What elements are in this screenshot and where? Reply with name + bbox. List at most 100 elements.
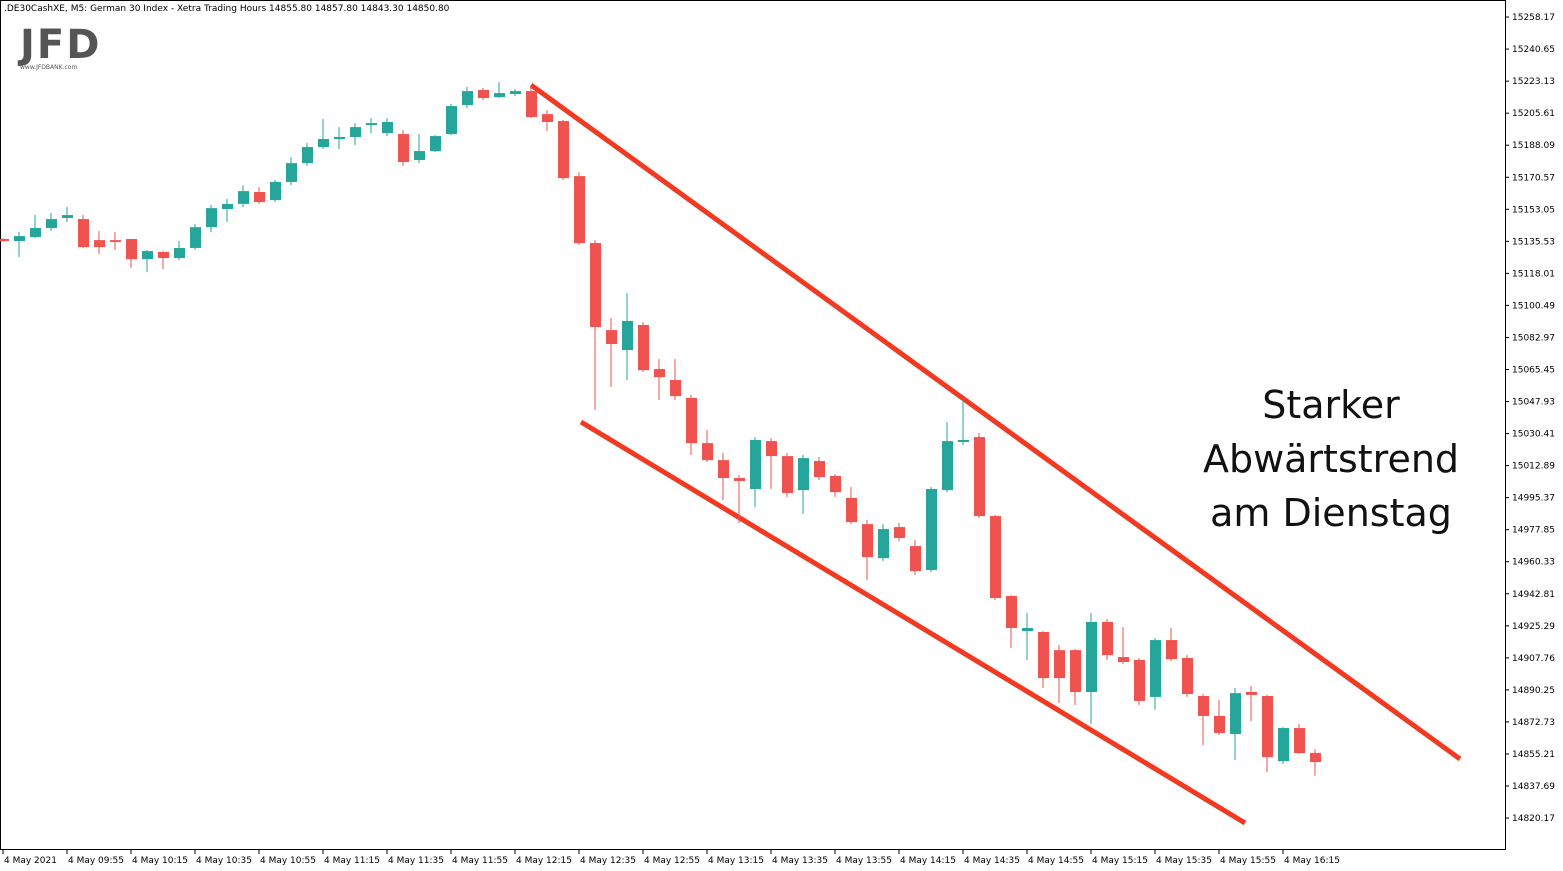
y-tick-label: 14942.81: [1512, 590, 1555, 600]
candle-body: [782, 456, 793, 494]
candle-body: [878, 529, 889, 559]
candle-body: [1246, 691, 1257, 695]
candle-body: [958, 439, 969, 443]
candle-body: [542, 114, 553, 122]
candle-body: [414, 151, 425, 161]
x-tick-label: 4 May 09:55: [68, 856, 124, 866]
x-tick-label: 4 May 11:15: [324, 856, 380, 866]
candle-body: [46, 219, 57, 229]
candle-body: [1198, 696, 1209, 716]
candle-body: [1086, 621, 1097, 692]
x-tick-label: 4 May 11:35: [388, 856, 444, 866]
x-tick-label: 4 May 13:55: [836, 856, 892, 866]
candle-body: [446, 106, 457, 135]
candle-body: [158, 252, 169, 259]
x-tick-label: 4 May 12:15: [516, 856, 572, 866]
y-tick-label: 15170.57: [1512, 173, 1555, 183]
candle-body: [270, 181, 281, 201]
candle-body: [1102, 621, 1113, 656]
y-tick-label: 15135.53: [1512, 237, 1555, 247]
candle-body: [462, 91, 473, 105]
y-tick-label: 14872.73: [1512, 718, 1555, 728]
candle-body: [1006, 595, 1017, 628]
candle-body: [574, 176, 585, 244]
candle-body: [318, 138, 329, 148]
candle-body: [750, 439, 761, 490]
candle-body: [862, 524, 873, 558]
y-tick-label: 15100.49: [1512, 301, 1555, 311]
x-tick-label: 4 May 2021: [4, 856, 57, 866]
candle-body: [846, 497, 857, 523]
candle-body: [974, 437, 985, 517]
candle-body: [606, 330, 617, 344]
plot-frame: [0, 0, 1506, 850]
candle-body: [382, 121, 393, 134]
y-tick-label: 14995.37: [1512, 494, 1555, 504]
y-tick-label: 15118.01: [1512, 269, 1555, 279]
y-tick-label: 14837.69: [1512, 782, 1555, 792]
candle-body: [654, 369, 665, 378]
x-tick-label: 4 May 10:15: [132, 856, 188, 866]
candle-body: [222, 203, 233, 210]
candle-body: [1278, 728, 1289, 762]
candle-body: [350, 127, 361, 137]
candle-body: [910, 546, 921, 572]
y-tick-label: 15065.45: [1512, 365, 1555, 375]
candle-body: [142, 251, 153, 260]
candle-body: [126, 239, 137, 260]
candle-body: [430, 136, 441, 152]
y-tick-label: 15188.09: [1512, 141, 1555, 151]
candle-body: [1038, 632, 1049, 679]
candle-body: [30, 228, 41, 238]
x-tick-label: 4 May 15:15: [1092, 856, 1148, 866]
candle-body: [558, 121, 569, 179]
y-tick-label: 14925.29: [1512, 622, 1555, 632]
chart-title: .DE30CashXE, M5: German 30 Index - Xetra…: [4, 4, 450, 14]
x-tick-label: 4 May 13:15: [708, 856, 764, 866]
x-tick-label: 4 May 15:35: [1156, 856, 1212, 866]
annotation: Starker: [1262, 383, 1400, 427]
candle-body: [702, 443, 713, 461]
x-tick-label: 4 May 10:55: [260, 856, 316, 866]
candle-body: [718, 460, 729, 479]
candle-body: [1214, 715, 1225, 733]
candle-body: [510, 91, 521, 94]
candle-body: [14, 236, 25, 242]
candle-body: [1230, 693, 1241, 735]
x-tick-label: 4 May 14:55: [1028, 856, 1084, 866]
candle-body: [334, 136, 345, 139]
y-tick-label: 14977.85: [1512, 526, 1555, 536]
x-tick-label: 4 May 14:15: [900, 856, 956, 866]
logo: JFD: [17, 22, 101, 68]
trend-line-upper: [529, 82, 1462, 762]
candle-body: [766, 441, 777, 457]
candle-body: [1166, 640, 1177, 660]
candle-body: [478, 89, 489, 99]
x-tick-label: 4 May 12:55: [644, 856, 700, 866]
candle-body: [110, 240, 121, 242]
candle-body: [990, 516, 1001, 598]
candle-body: [94, 240, 105, 248]
y-tick-label: 15012.89: [1512, 462, 1555, 472]
candle-body: [286, 163, 297, 182]
candle-body: [622, 320, 633, 351]
candle-body: [1022, 627, 1033, 632]
candle-body: [62, 215, 73, 218]
candle-body: [78, 219, 89, 248]
candle-body: [238, 191, 249, 204]
candle-body: [254, 192, 265, 203]
candle-body: [494, 93, 505, 98]
y-tick-label: 15223.13: [1512, 77, 1555, 87]
x-tick-label: 4 May 16:15: [1284, 856, 1340, 866]
candle-body: [798, 458, 809, 491]
candle-body: [734, 478, 745, 481]
y-tick-label: 15153.05: [1512, 205, 1555, 215]
candle-body: [926, 489, 937, 571]
candle-body: [830, 476, 841, 493]
candle-body: [1294, 728, 1305, 754]
candle-body: [190, 227, 201, 248]
x-tick-label: 4 May 15:55: [1220, 856, 1276, 866]
candle-body: [1118, 657, 1129, 663]
candle-body: [1150, 640, 1161, 697]
